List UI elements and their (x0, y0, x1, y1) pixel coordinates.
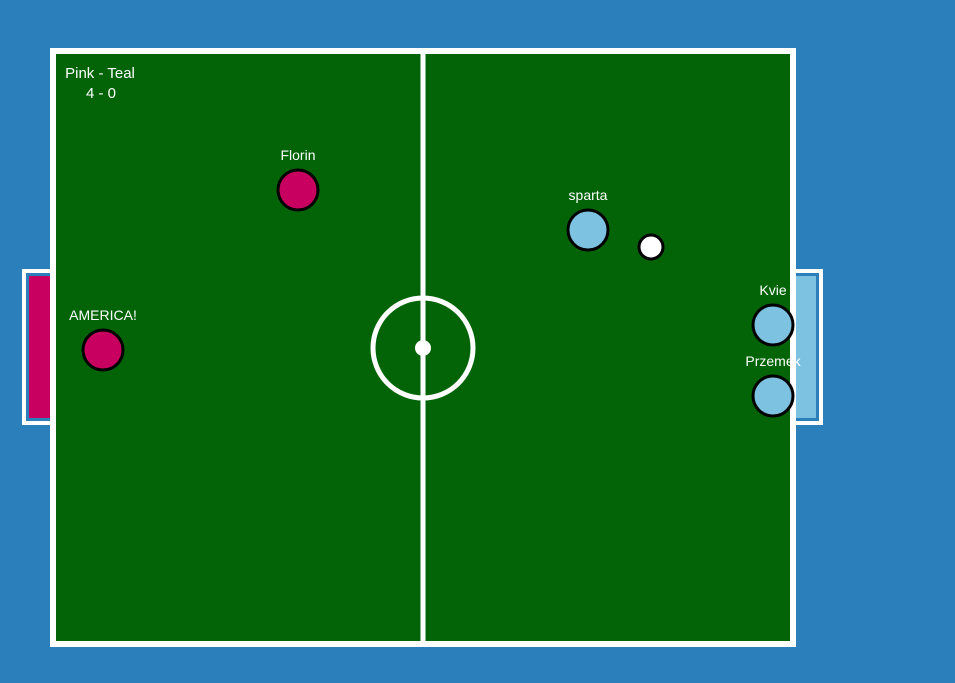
player-name-label: Florin (280, 147, 315, 163)
goal-left (22, 269, 60, 425)
player-florin[interactable]: Florin (276, 147, 320, 212)
player-przemek[interactable]: Przemek (745, 353, 802, 418)
player-disc[interactable] (276, 168, 320, 212)
player-disc[interactable] (81, 328, 125, 372)
player-name-label: Przemek (745, 353, 801, 369)
player-disc[interactable] (751, 374, 795, 418)
goal-right-net (793, 276, 816, 418)
goal-left-net (29, 276, 53, 418)
player-disc[interactable] (566, 208, 610, 252)
player-kvie[interactable]: Kvie (751, 282, 795, 347)
player-name-label: AMERICA! (69, 307, 137, 323)
player-name-label: Kvie (759, 282, 786, 298)
player-sparta[interactable]: sparta (566, 187, 610, 252)
player-name-label: sparta (569, 187, 608, 203)
center-spot (415, 340, 431, 356)
player-america[interactable]: AMERICA! (69, 307, 137, 372)
scoreboard-score: 4 - 0 (86, 85, 116, 102)
center-circle (370, 295, 476, 401)
scoreboard-teams: Pink - Teal (65, 65, 135, 82)
ball (637, 233, 665, 261)
player-disc[interactable] (751, 303, 795, 347)
